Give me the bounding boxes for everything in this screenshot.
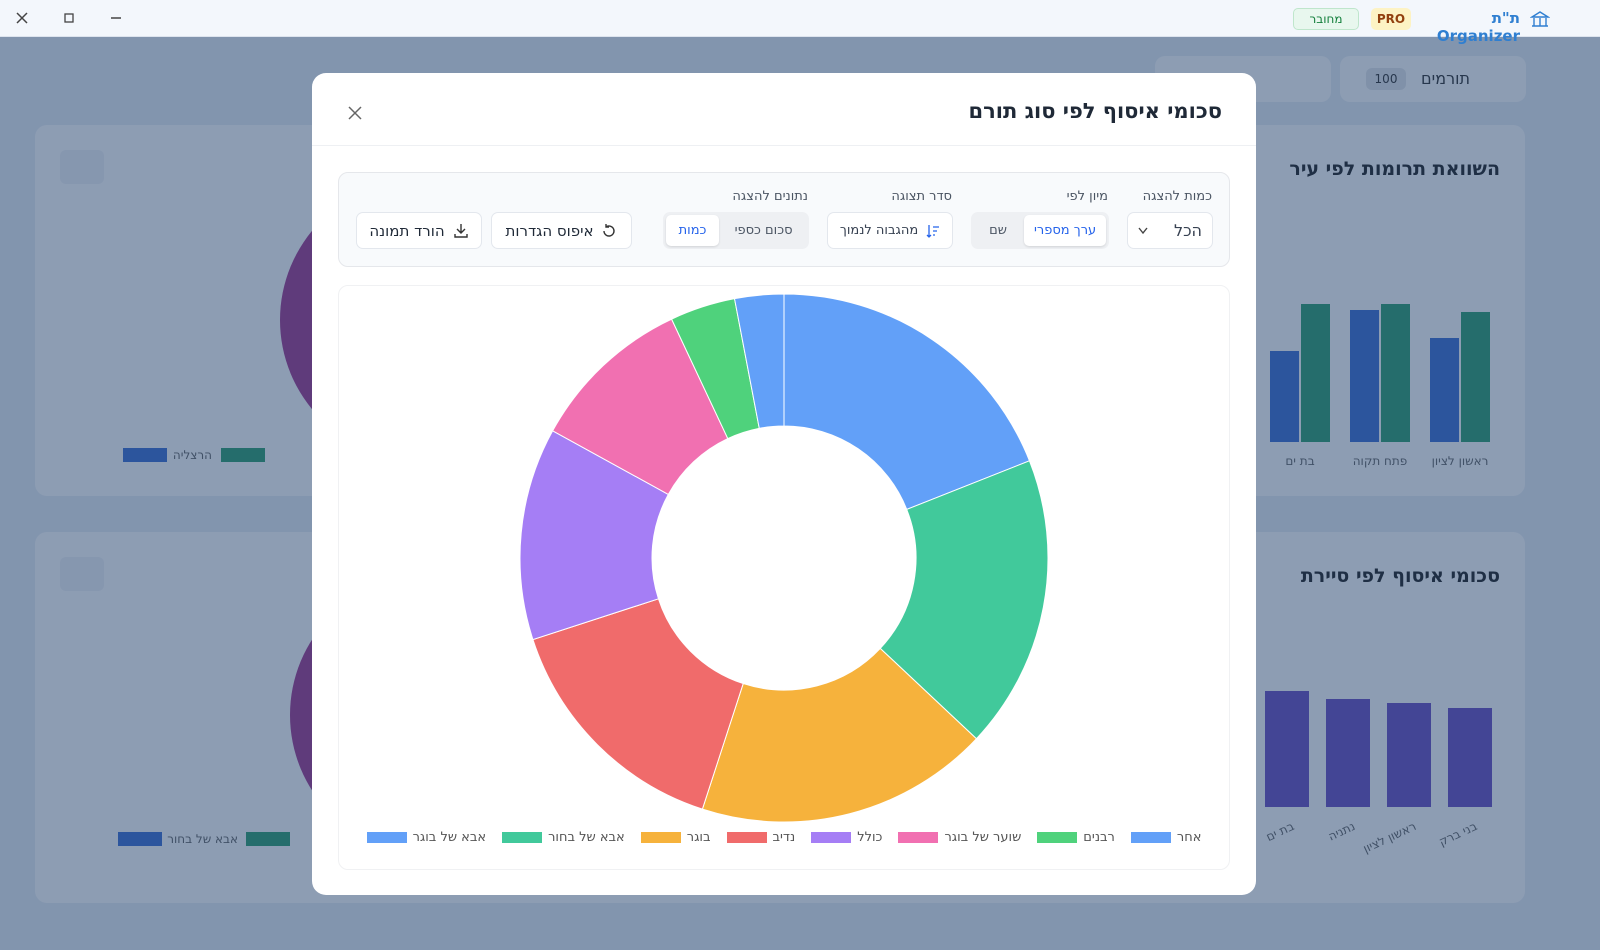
divider: [312, 145, 1256, 146]
legend-swatch: [640, 832, 681, 843]
sort-toggle: ערך מספרי שם: [971, 212, 1109, 249]
modal-title: סכומי איסוף לפי סוג תורם: [968, 99, 1222, 123]
order-value: מהגבוה לנמוך: [839, 223, 919, 238]
pro-badge: PRO: [1371, 8, 1411, 30]
legend: אבא של בוגר אבא של בחור בוגר נדיב כולל שוער ש…: [338, 830, 1230, 845]
donut-slice: [783, 293, 1031, 511]
close-button[interactable]: [347, 105, 363, 121]
legend-swatch: [726, 832, 767, 843]
control-label: מיון לפי: [1066, 189, 1108, 204]
legend-item: שוער של בוגר: [898, 830, 1021, 845]
legend-item: אבא של בחור: [502, 830, 625, 845]
legend-swatch: [1037, 832, 1078, 843]
legend-swatch: [811, 832, 852, 843]
legend-label: שוער של בוגר: [944, 830, 1022, 845]
legend-label: אבא של בחור: [548, 830, 625, 845]
legend-swatch: [1130, 832, 1171, 843]
donut-chart: [519, 293, 1049, 823]
control-label: נתונים להצגה: [732, 189, 808, 204]
toggle-option[interactable]: שם: [989, 223, 1007, 238]
toggle-option[interactable]: סכום כספי: [734, 223, 793, 238]
legend-label: אחר: [1176, 830, 1202, 845]
legend-label: אבא של בוגר: [412, 830, 487, 845]
app-name: ת"ת Organizer: [1436, 9, 1520, 45]
legend-swatch: [502, 832, 543, 843]
legend-item: אחר: [1130, 830, 1202, 845]
button-label: הורד תמונה: [369, 221, 445, 240]
reset-button[interactable]: איפוס הגדרות: [491, 212, 632, 249]
titlebar: מחובר PRO ת"ת Organizer: [0, 0, 1600, 45]
reset-icon: [603, 223, 616, 237]
legend-label: רבנים: [1083, 830, 1115, 845]
donut-slice: [879, 460, 1049, 740]
toggle-option[interactable]: כמות: [666, 215, 720, 246]
download-icon: [453, 223, 468, 238]
legend-label: נדיב: [772, 830, 796, 845]
control-label: כמות להצגה: [1142, 189, 1212, 204]
legend-item: נדיב: [726, 830, 796, 845]
legend-item: כולל: [811, 830, 882, 845]
donut-slice: [733, 293, 785, 429]
legend-item: אבא של בוגר: [366, 830, 487, 845]
legend-swatch: [898, 832, 939, 843]
select-value: הכל: [1173, 221, 1202, 240]
donut-slice: [701, 647, 978, 823]
chart-panel: [338, 285, 1230, 870]
legend-item: בוגר: [640, 830, 711, 845]
app-icon: [1530, 11, 1550, 27]
order-button[interactable]: מהגבוה לנמוך: [827, 212, 953, 249]
legend-label: כולל: [857, 830, 883, 845]
legend-item: רבנים: [1037, 830, 1115, 845]
download-button[interactable]: הורד תמונה: [356, 212, 482, 249]
chevron: [1138, 227, 1148, 234]
donut-slice: [532, 598, 744, 810]
status-badge: מחובר: [1293, 8, 1359, 30]
data-toggle: סכום כספי כמות: [663, 212, 809, 249]
window-controls[interactable]: [14, 10, 134, 28]
sort-icon: [926, 224, 940, 238]
limit-select[interactable]: הכל: [1127, 212, 1213, 249]
legend-swatch: [366, 832, 407, 843]
legend-label: בוגר: [686, 830, 711, 845]
control-label: סדר תצוגה: [891, 189, 952, 204]
button-label: איפוס הגדרות: [505, 221, 594, 240]
toggle-option[interactable]: ערך מספרי: [1024, 215, 1106, 246]
